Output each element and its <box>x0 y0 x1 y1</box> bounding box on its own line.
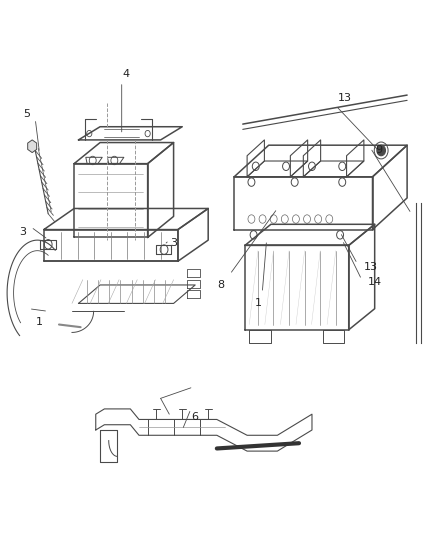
Text: 3: 3 <box>170 238 177 248</box>
Text: 3: 3 <box>19 227 26 237</box>
Text: 13: 13 <box>337 93 351 103</box>
Text: 8: 8 <box>218 280 225 290</box>
Text: 14: 14 <box>367 277 382 287</box>
Text: 1: 1 <box>36 317 43 327</box>
Circle shape <box>377 145 385 156</box>
Text: 13: 13 <box>364 262 378 271</box>
Text: 5: 5 <box>23 109 30 118</box>
Text: 4: 4 <box>123 69 130 79</box>
Text: 9: 9 <box>375 146 382 156</box>
Text: 6: 6 <box>192 412 199 422</box>
Text: 1: 1 <box>254 298 261 309</box>
